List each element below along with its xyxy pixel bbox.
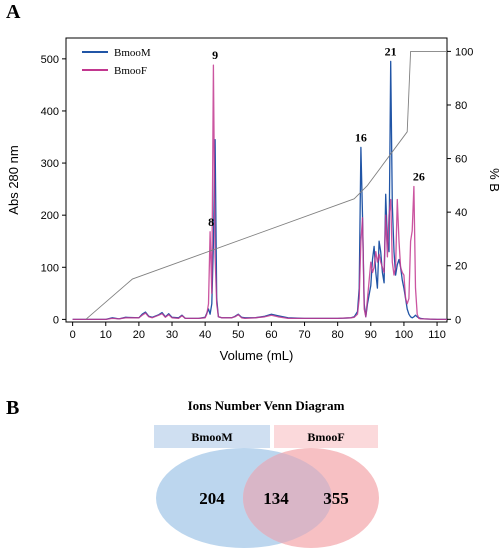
venn-title: Ions Number Venn Diagram [188, 398, 345, 413]
panel-letter-a: A [6, 1, 21, 23]
plot-frame [65, 37, 448, 323]
venn-set-label-bg-bmoom [154, 425, 270, 448]
venn-diagram: Ions Number Venn Diagram BmooM BmooF 204… [154, 398, 379, 548]
x-tick-label: 110 [428, 329, 446, 341]
y-tick-label: 400 [41, 106, 59, 118]
x-tick-label: 30 [166, 329, 178, 341]
x-tick-label: 50 [232, 329, 244, 341]
x-tick-label: 70 [298, 329, 310, 341]
legend-label-bmoof: BmooF [114, 65, 147, 77]
x-tick-label: 60 [265, 329, 277, 341]
y-tick-label: 0 [53, 314, 59, 326]
y2-axis-title: % B [487, 168, 502, 192]
venn-count-intersection: 134 [263, 489, 289, 508]
venn-set-label-bmoof: BmooF [307, 430, 344, 444]
y-tick-label: 300 [41, 158, 59, 170]
y2-tick-label: 100 [455, 46, 473, 58]
x-tick-label: 20 [133, 329, 145, 341]
venn-count-bmoom-only: 204 [199, 489, 225, 508]
x-tick-label: 100 [395, 329, 413, 341]
y2-tick-label: 40 [455, 207, 467, 219]
legend-label-bmoom: BmooM [114, 47, 151, 59]
y-tick-label: 500 [41, 54, 59, 66]
venn-intersection [243, 448, 332, 548]
series-line-bmoof [72, 64, 447, 321]
y-tick-label: 200 [41, 210, 59, 222]
venn-set-label-bg-bmoof [274, 425, 378, 448]
y2-tick-label: 60 [455, 154, 467, 166]
y-axis-right: 0 20 40 60 80 100 [447, 46, 473, 326]
y2-tick-label: 0 [455, 314, 461, 326]
peak-label: 8 [208, 215, 214, 229]
peak-label: 9 [212, 48, 218, 62]
y2-tick-label: 80 [455, 100, 467, 112]
peak-label: 26 [413, 170, 425, 184]
series-group [72, 50, 447, 321]
peak-label: 21 [385, 44, 397, 58]
series-line-bmoom [72, 60, 447, 321]
y-axis-title: Abs 280 nm [6, 145, 21, 214]
y-tick-label: 100 [41, 262, 59, 274]
panel-letter-b: B [6, 397, 19, 419]
venn-count-bmoof-only: 355 [323, 489, 349, 508]
y-axis-left: 0 100 200 300 400 500 [41, 54, 66, 326]
x-axis-title: Volume (mL) [220, 348, 294, 363]
legend: BmooM BmooF [82, 47, 151, 77]
peak-annotations: 8 9 16 21 26 [208, 44, 425, 228]
x-tick-label: 0 [70, 329, 76, 341]
x-tick-label: 40 [199, 329, 211, 341]
x-tick-label: 80 [332, 329, 344, 341]
y2-tick-label: 20 [455, 261, 467, 273]
peak-label: 16 [355, 130, 367, 144]
chromatogram-chart: 0 10 20 30 40 50 60 70 80 90 100 110 01002003004005… [6, 37, 502, 363]
x-tick-label: 10 [100, 329, 112, 341]
gradient-line [85, 50, 447, 320]
x-axis: 0 10 20 30 40 50 60 70 80 90 100 110 [70, 322, 446, 341]
venn-set-label-bmoom: BmooM [191, 430, 232, 444]
x-tick-label: 90 [365, 329, 377, 341]
